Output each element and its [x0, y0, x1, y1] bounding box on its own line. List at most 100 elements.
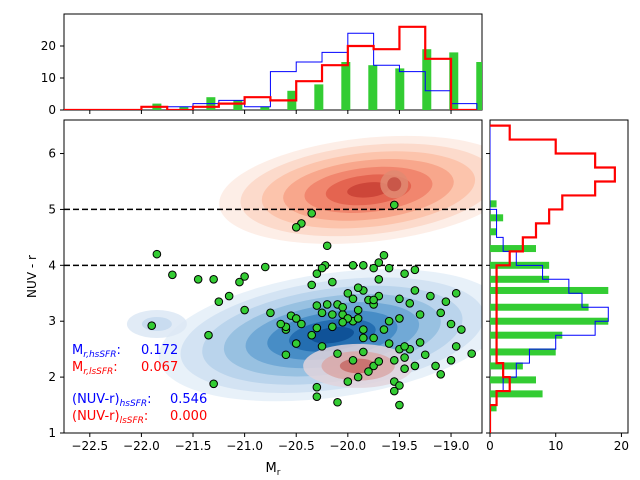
- x-tick-label: −19.5: [381, 439, 418, 453]
- statistic-value: 0.172: [141, 343, 178, 358]
- x-tick-label: −21.5: [175, 439, 212, 453]
- scatter-point: [359, 347, 368, 357]
- y-tick-label: 3: [48, 314, 56, 328]
- statistic-annotation: (NUV-r)lsSFR: 0.000: [72, 409, 207, 426]
- scatter-point: [348, 261, 358, 270]
- x-tick-label: −19.0: [433, 439, 470, 453]
- scatter-point: [348, 356, 358, 365]
- scatter-point: [168, 270, 177, 280]
- x-tick-label: −20.5: [278, 439, 315, 453]
- statistic-subscript: r,lsSFR: [83, 367, 113, 377]
- scatter-point: [451, 288, 461, 298]
- top-green-bar: [422, 49, 432, 110]
- top-green-bar: [179, 106, 189, 110]
- scatter-point: [436, 370, 446, 379]
- statistic-annotation: (NUV-r)hsSFR: 0.546: [72, 392, 207, 409]
- top-y-tick-label: 0: [48, 103, 56, 117]
- top-green-bar: [314, 84, 324, 110]
- scatter-point: [400, 364, 409, 374]
- main-plot: −22.5 −22.0 −21.5 −21.0 −20.5 −20.0 −19.5 −19.0…: [25, 119, 483, 478]
- scatter-point: [214, 297, 224, 306]
- top-red-step: [64, 25, 477, 110]
- scatter-point: [317, 263, 327, 273]
- scatter-point: [395, 294, 404, 304]
- statistic-annotation: Mr,lsSFR: 0.067: [72, 360, 178, 377]
- statistic-colon: :: [144, 409, 148, 424]
- y-tick-label: 6: [48, 147, 56, 161]
- statistic-name: M: [72, 360, 83, 375]
- right-green-bar: [490, 286, 609, 294]
- scatter-point: [353, 372, 363, 382]
- right-green-bar: [490, 390, 543, 398]
- scatter-point: [400, 269, 409, 279]
- blue-left-contour-level-2: [141, 317, 172, 332]
- statistic-value: 0.000: [170, 409, 207, 424]
- scatter-point: [328, 277, 337, 287]
- right-histogram-y-ticks: [486, 153, 490, 434]
- right-green-bar: [490, 376, 536, 384]
- top-green-bar: [503, 100, 512, 110]
- scatter-point: [322, 241, 332, 251]
- scatter-point: [307, 280, 317, 290]
- right-x-tick-label: 0: [486, 439, 494, 453]
- scatter-point: [312, 301, 322, 310]
- scatter-point: [467, 349, 476, 358]
- blue-contour-level-8: [310, 326, 355, 344]
- scatter-point: [260, 262, 270, 272]
- scatter-point: [364, 367, 373, 376]
- scatter-point: [353, 314, 363, 323]
- scatter-point: [359, 325, 368, 334]
- scatter-point: [240, 305, 249, 315]
- y-axis-label-text: NUV - r: [25, 255, 39, 298]
- scatter-point: [395, 314, 404, 323]
- y-axis-label: NUV - r: [25, 255, 39, 298]
- right-x-tick-label: 10: [548, 439, 563, 453]
- scatter-point: [410, 361, 420, 371]
- scatter-point: [369, 333, 378, 343]
- statistic-colon: :: [147, 392, 151, 407]
- right-green-bar: [490, 303, 589, 311]
- top-histogram-x-ticks: [89, 110, 452, 114]
- scatter-point: [420, 350, 430, 360]
- scatter-point: [328, 310, 337, 319]
- scatter-point: [395, 381, 404, 390]
- scatter-point: [312, 269, 322, 279]
- statistic-name: M: [72, 343, 83, 358]
- scatter-point: [333, 397, 342, 407]
- statistic-colon: :: [113, 360, 117, 375]
- scatter-point: [317, 342, 327, 351]
- scatter-point: [353, 305, 363, 315]
- scatter-point: [297, 319, 306, 329]
- scatter-point: [312, 323, 322, 333]
- scatter-point: [147, 321, 157, 330]
- statistic-colon: :: [117, 343, 121, 358]
- right-green-bar: [490, 348, 556, 356]
- scatter-point: [152, 249, 162, 259]
- scatter-point: [317, 308, 327, 318]
- scatter-point: [281, 350, 291, 360]
- statistic-annotation: Mr,hsSFR: 0.172: [72, 343, 178, 360]
- scatter-point: [446, 356, 456, 365]
- scatter-point: [209, 274, 218, 284]
- scatter-point: [379, 325, 389, 334]
- right-histogram: 0 10 20: [486, 119, 629, 453]
- main-y-ticks: 1 2 3 4 5 6: [48, 147, 64, 440]
- scatter-point: [441, 297, 451, 306]
- statistic-subscript: lsSFR: [120, 416, 144, 426]
- scatter-point: [291, 223, 301, 232]
- scatter-point: [338, 302, 347, 312]
- top-green-bar: [368, 65, 378, 110]
- x-tick-label: −21.0: [226, 439, 263, 453]
- top-green-bar: [233, 100, 243, 110]
- scatter-point: [240, 272, 249, 281]
- y-tick-label: 2: [48, 370, 56, 384]
- scatter-point: [457, 325, 466, 334]
- scatter-point: [359, 261, 368, 270]
- scatter-point: [333, 349, 342, 358]
- right-green-bar: [490, 275, 550, 283]
- scatter-point: [410, 265, 420, 275]
- scatter-point: [343, 288, 353, 298]
- scatter-point: [415, 310, 425, 319]
- main-plot-frame: [63, 119, 483, 434]
- right-green-bar: [490, 404, 497, 412]
